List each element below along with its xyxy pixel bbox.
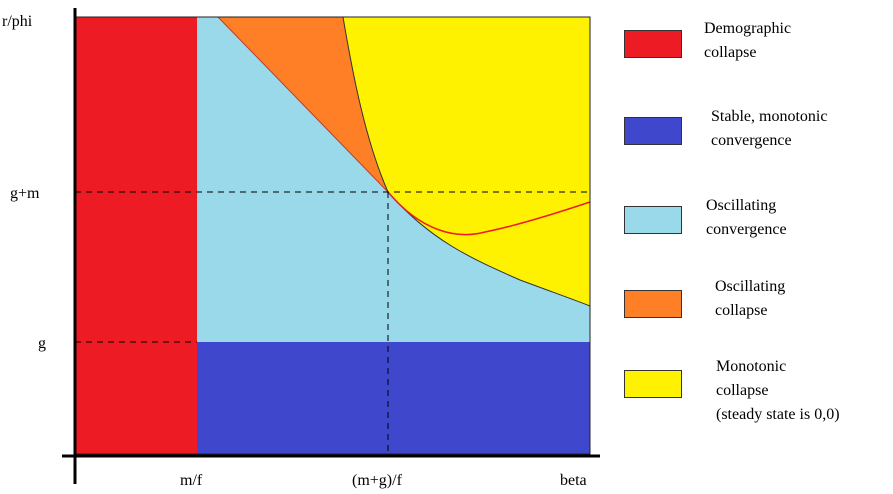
x-tick-m-plus-g-over-f: (m+g)/f: [352, 472, 403, 489]
legend-label: Oscillating collapse: [715, 278, 786, 319]
legend-swatch: [624, 30, 682, 58]
region-demographic-collapse: [75, 17, 197, 454]
y-tick-g: g: [38, 335, 46, 352]
y-tick-g-plus-m: g+m: [10, 185, 40, 202]
region-oscillating-convergence: [197, 17, 590, 342]
x-tick-beta: beta: [560, 472, 587, 489]
region-stable-convergence: [197, 342, 590, 454]
legend-swatch: [624, 206, 682, 234]
legend-label: Oscillating convergence: [706, 197, 787, 238]
boundary-monotonic-curve: [387, 191, 591, 236]
legend-swatch: [624, 370, 682, 398]
legend-label: Demographic collapse: [704, 20, 792, 61]
boundary-oscillation-line: [217, 16, 389, 193]
y-axis-title: r/phi: [2, 13, 33, 30]
legend-swatch: [624, 117, 682, 145]
legend-label: Stable, monotonic convergence: [711, 108, 828, 149]
region-monotonic-collapse: [343, 17, 590, 306]
x-tick-m-over-f: m/f: [180, 472, 203, 489]
legend-label: Monotonic collapse (steady state is 0,0): [716, 358, 840, 423]
boundary-collapse-curve: [342, 16, 591, 307]
legend-swatch: [624, 290, 682, 318]
